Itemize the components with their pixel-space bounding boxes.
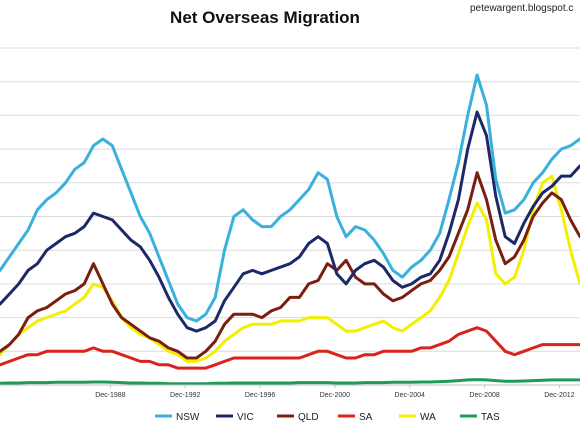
series-line-wa [0,174,580,363]
x-tick-label: Dec-2000 [320,392,350,399]
x-tick-label: Dec-1996 [245,392,275,399]
legend: NSW VIC QLD SA WA TAS [155,412,500,423]
x-tick-label: Dec-2012 [544,392,574,399]
x-tick-label: Dec-1992 [170,392,200,399]
series-line-tas [0,378,580,386]
legend-label-sa: SA [359,412,373,423]
legend-label-wa: WA [420,412,436,423]
gridlines [0,47,580,386]
series-line-vic [0,110,580,333]
x-tick-label: Dec-2008 [469,392,499,399]
x-axis: Dec-1988 Dec-1992 Dec-1996 Dec-2000 Dec-2004… [0,384,580,399]
series-line-sa [0,326,580,370]
series-line-nsw [0,73,580,323]
legend-label-qld: QLD [298,412,319,423]
series-line-qld [0,171,580,360]
legend-label-tas: TAS [481,412,500,423]
chart-title: Net Overseas Migration [170,8,360,27]
legend-label-nsw: NSW [176,412,200,423]
series-lines [0,73,580,386]
x-tick-label: Dec-1988 [95,392,125,399]
legend-label-vic: VIC [237,412,254,423]
x-tick-label: Dec-2004 [395,392,425,399]
source-watermark: petewargent.blogspot.c [470,3,574,14]
